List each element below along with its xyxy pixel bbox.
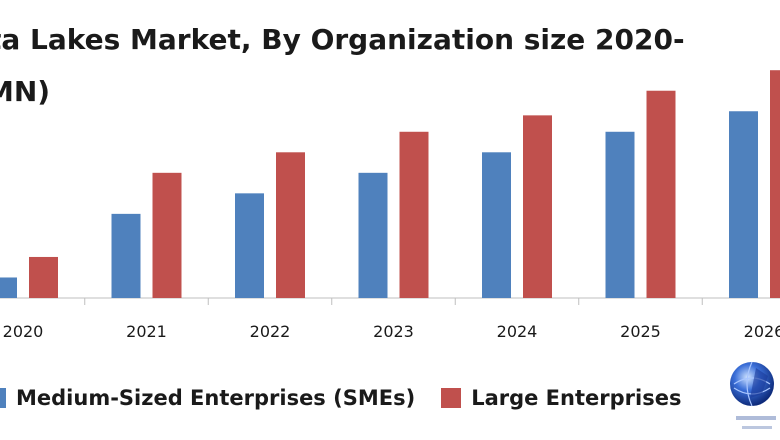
chart-title-line-1: ta Lakes Market, By Organization size 20… bbox=[0, 23, 685, 56]
x-tick-label: 2022 bbox=[250, 322, 291, 341]
legend-label-sme: Medium-Sized Enterprises (SMEs) bbox=[16, 386, 416, 410]
x-tick-label: 2024 bbox=[497, 322, 538, 341]
legend-item-large: Large Enterprises bbox=[441, 386, 681, 410]
legend-item-sme: Medium-Sized Enterprises (SMEs) bbox=[0, 386, 415, 410]
x-tick-label: 2021 bbox=[126, 322, 167, 341]
x-tick-label: 2020 bbox=[3, 322, 44, 341]
bars bbox=[0, 70, 780, 299]
bar-sme-2020 bbox=[0, 277, 17, 298]
x-axis bbox=[0, 297, 780, 305]
legend-label-large: Large Enterprises bbox=[471, 386, 682, 410]
legend: Medium-Sized Enterprises (SMEs) Large En… bbox=[0, 382, 681, 414]
bar-sme-2023 bbox=[358, 172, 388, 298]
legend-swatch-large bbox=[441, 388, 462, 408]
chart-title-line-2: MN) bbox=[0, 75, 51, 108]
x-tick-label: 2026 bbox=[744, 322, 780, 341]
x-tick-labels: 2020 2021 2022 2023 2024 2025 2026 bbox=[3, 322, 780, 341]
bar-sme-2025 bbox=[605, 131, 635, 298]
bar-large-2022 bbox=[276, 152, 305, 298]
bar-large-2025 bbox=[646, 90, 676, 298]
bar-large-2024 bbox=[523, 115, 552, 298]
bar-sme-2026 bbox=[729, 111, 758, 299]
bar-sme-2022 bbox=[235, 193, 264, 298]
x-tick-label: 2023 bbox=[373, 322, 414, 341]
bar-large-2021 bbox=[152, 172, 182, 298]
bar-sme-2024 bbox=[482, 152, 511, 298]
company-logo-icon bbox=[730, 361, 776, 429]
legend-swatch-sme bbox=[0, 388, 6, 408]
bar-large-2023 bbox=[399, 131, 429, 298]
bar-sme-2021 bbox=[111, 213, 141, 298]
bar-large-2026 bbox=[770, 70, 780, 298]
x-tick-label: 2025 bbox=[620, 322, 661, 341]
bar-large-2020 bbox=[29, 256, 58, 298]
